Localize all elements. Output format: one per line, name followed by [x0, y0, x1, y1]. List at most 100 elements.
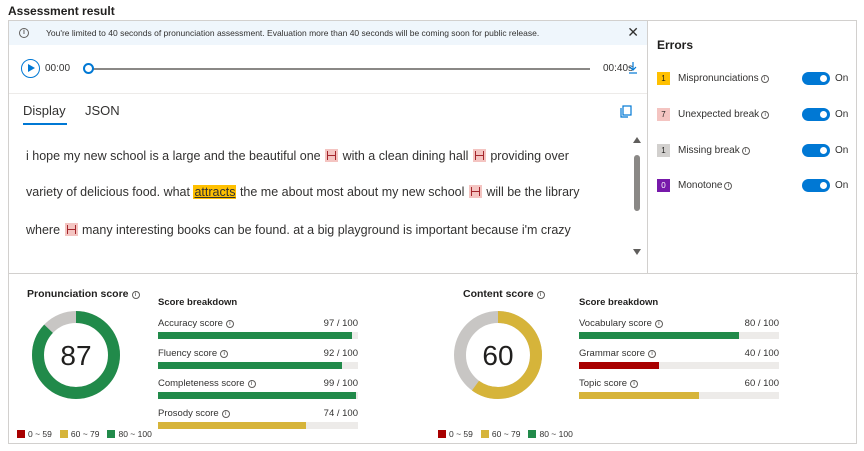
error-label-text: Missing break [678, 145, 740, 156]
metric-label-text: Fluency score [158, 348, 218, 359]
error-row-mispronunciations: 1 Mispronunciations i On [657, 71, 848, 87]
transcript-text: will be the library [486, 185, 580, 199]
play-button[interactable] [21, 59, 40, 78]
transcript-text: providing over [490, 149, 569, 163]
legend-label: 80 ~ 100 [539, 429, 573, 439]
legend-item: 0 ~ 59 [17, 429, 52, 439]
info-icon[interactable]: i [647, 350, 656, 358]
legend-swatch [438, 430, 446, 438]
missing-break-toggle[interactable] [802, 144, 830, 157]
content-score-title: Content score i [463, 288, 545, 300]
legend-item: 0 ~ 59 [438, 429, 473, 439]
error-count-badge: 1 [657, 72, 670, 85]
metric-label: Grammar score i [579, 348, 656, 359]
metric-row: Fluency score i 92 / 100 [158, 348, 358, 376]
error-label: Unexpected break i [678, 109, 770, 120]
error-label: Mispronunciations i [678, 73, 769, 84]
info-icon[interactable]: i [225, 320, 234, 328]
metric-track [158, 332, 358, 339]
unexpected-break-marker[interactable] [468, 185, 482, 198]
monotone-toggle[interactable] [802, 179, 830, 192]
legend-item: 60 ~ 79 [59, 429, 100, 439]
info-icon: i [19, 28, 29, 38]
transcript-text: with a clean dining hall [342, 149, 469, 163]
unexpected-break-marker[interactable] [325, 149, 339, 162]
info-icon[interactable]: i [741, 147, 750, 155]
tab-display[interactable]: Display [23, 103, 66, 118]
pronunciation-score-ring: 87 [32, 311, 120, 399]
info-icon[interactable]: i [536, 291, 545, 299]
metric-row: Accuracy score i 97 / 100 [158, 318, 358, 346]
seek-thumb[interactable] [83, 63, 94, 74]
copy-icon[interactable] [620, 105, 632, 118]
legend-item: 80 ~ 100 [528, 429, 573, 439]
close-icon[interactable]: ✕ [627, 24, 639, 40]
transcript-line: variety of delicious food. what attracts… [26, 185, 579, 199]
download-icon[interactable] [628, 61, 638, 75]
legend-label: 60 ~ 79 [491, 429, 521, 439]
legend-label: 80 ~ 100 [118, 429, 152, 439]
duration: 00:40s [603, 63, 634, 74]
metric-row: Topic score i 60 / 100 [579, 378, 779, 406]
transcript-text: many interesting books can be found. at … [82, 223, 571, 237]
metric-label: Vocabulary score i [579, 318, 663, 329]
metric-value: 99 / 100 [323, 378, 358, 389]
info-icon[interactable]: i [761, 111, 770, 119]
tab-json[interactable]: JSON [85, 103, 120, 118]
ring-value-arc [454, 311, 542, 399]
error-row-monotone: 0 Monotone i On [657, 178, 848, 194]
toggle-label: On [835, 109, 849, 120]
metric-value: 74 / 100 [323, 408, 358, 419]
transcript-text: variety of delicious food. what [26, 185, 190, 199]
metric-label-text: Topic score [579, 378, 628, 389]
info-icon[interactable]: i [760, 75, 769, 83]
breakdown-title: Score breakdown [579, 297, 659, 308]
scroll-up-icon[interactable] [633, 137, 641, 143]
mispronounced-word[interactable]: attracts [193, 185, 237, 199]
content-score-title-text: Content score [463, 288, 534, 300]
mispronunciations-toggle[interactable] [802, 72, 830, 85]
transcript-text: the me about most about my new school [239, 185, 465, 199]
metric-label-text: Completeness score [158, 378, 245, 389]
error-count-badge: 0 [657, 179, 670, 192]
info-icon[interactable]: i [131, 291, 140, 299]
unexpected-break-marker[interactable] [64, 223, 78, 236]
transcript-text: i hope my new school is a large and the … [26, 149, 321, 163]
metric-label: Topic score i [579, 378, 639, 389]
metric-label: Fluency score i [158, 348, 229, 359]
info-icon[interactable]: i [724, 182, 733, 190]
metric-fill [579, 392, 699, 399]
current-time: 00:00 [45, 63, 71, 74]
unexpected-break-marker[interactable] [472, 149, 486, 162]
metric-row: Vocabulary score i 80 / 100 [579, 318, 779, 346]
error-label-text: Unexpected break [678, 109, 760, 120]
scroll-down-icon[interactable] [633, 249, 641, 255]
legend-label: 60 ~ 79 [70, 429, 100, 439]
metric-fill [158, 422, 306, 429]
scroll-thumb[interactable] [634, 155, 640, 211]
transcript-scrollbar[interactable] [632, 135, 642, 259]
unexpected-break-toggle[interactable] [802, 108, 830, 121]
toggle-label: On [835, 145, 849, 156]
page-title: Assessment result [8, 4, 115, 18]
content-score-ring: 60 [454, 311, 542, 399]
info-icon[interactable]: i [221, 410, 230, 418]
metric-label-text: Prosody score [158, 408, 219, 419]
metric-value: 97 / 100 [323, 318, 358, 329]
seek-track[interactable] [87, 68, 590, 70]
error-label: Monotone i [678, 180, 733, 191]
metric-row: Grammar score i 40 / 100 [579, 348, 779, 376]
info-icon[interactable]: i [654, 320, 663, 328]
pronunciation-score-value: 87 [60, 340, 91, 371]
info-icon[interactable]: i [220, 350, 229, 358]
metric-row: Completeness score i 99 / 100 [158, 378, 358, 406]
legend-item: 60 ~ 79 [480, 429, 521, 439]
metric-value: 60 / 100 [744, 378, 779, 389]
metric-label-text: Vocabulary score [579, 318, 652, 329]
info-icon[interactable]: i [630, 380, 639, 388]
info-banner: i You're limited to 40 seconds of pronun… [9, 21, 647, 45]
legend-swatch [480, 430, 489, 438]
info-icon[interactable]: i [247, 380, 256, 388]
error-count-badge: 7 [657, 108, 670, 121]
metric-track [579, 362, 779, 369]
